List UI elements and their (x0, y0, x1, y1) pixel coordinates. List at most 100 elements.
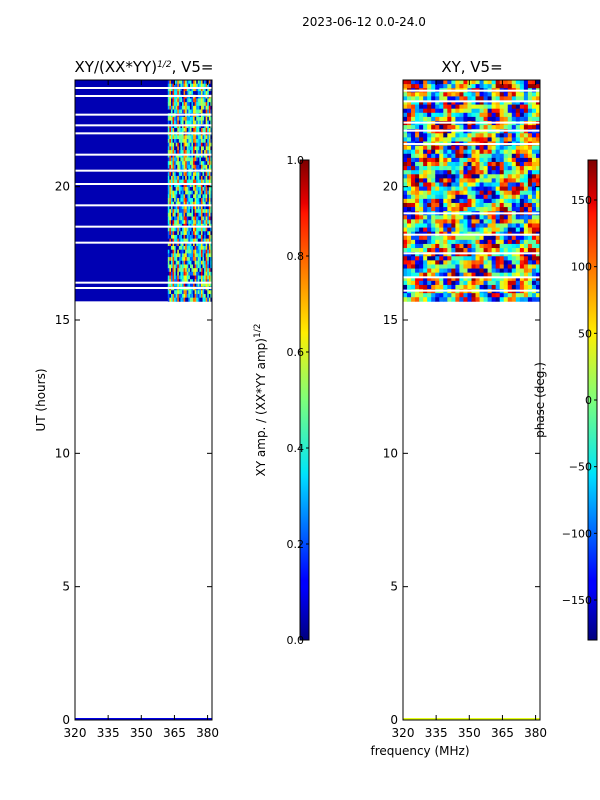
amplitude-heatmap-cell (175, 179, 178, 184)
amplitude-heatmap-cell (185, 164, 188, 169)
amplitude-heatmap-cell (169, 175, 172, 180)
amplitude-heatmap-cell (197, 260, 200, 265)
amplitude-heatmap-cell (172, 153, 175, 158)
amplitude-heatmap-cell (205, 227, 208, 232)
amplitude-heatmap-cell (207, 293, 210, 299)
phase-heatmap-cell (531, 235, 537, 241)
amplitude-heatmap-cell (180, 282, 183, 287)
amplitude-heatmap-cell (199, 264, 202, 269)
amplitude-heatmap-cell (177, 198, 180, 203)
phase-heatmap-cell (463, 202, 468, 208)
phase-heatmap-cell (515, 280, 521, 286)
phase-heatmap-cell (531, 190, 537, 196)
phase-heatmap-cell (407, 215, 412, 220)
amplitude-heatmap-cell (204, 297, 207, 302)
phase-heatmap-cell (535, 280, 541, 286)
phase-heatmap-cell (463, 198, 468, 204)
phase-heatmap-cell (523, 194, 529, 200)
amplitude-heatmap-cell (188, 198, 191, 203)
amplitude-heatmap-cell (177, 268, 180, 273)
amplitude-heatmap-cell (196, 264, 199, 269)
amplitude-heatmap-cell (197, 209, 200, 214)
phase-heatmap-cell (459, 297, 464, 302)
phase-heatmap-cell (503, 157, 509, 163)
amplitude-heatmap-cell (191, 153, 194, 158)
phase-heatmap-cell (475, 104, 480, 110)
phase-heatmap-cell (443, 207, 448, 212)
phase-heatmap-cell (519, 194, 525, 200)
amplitude-heatmap-cell (180, 142, 183, 147)
amplitude-heatmap-cell (174, 297, 177, 302)
phase-heatmap-cell (523, 182, 529, 187)
phase-heatmap-cell (499, 149, 505, 155)
amplitude-heatmap-cell (174, 253, 177, 258)
amplitude-heatmap-cell (180, 91, 183, 96)
phase-heatmap-cell (479, 276, 484, 282)
amplitude-heatmap-cell (197, 257, 200, 262)
phase-heatmap-cell (455, 157, 460, 163)
phase-heatmap-cell (535, 272, 541, 278)
phase-heatmap-cell (451, 268, 456, 274)
amplitude-heatmap-cell (204, 216, 207, 221)
amplitude-heatmap-cell (178, 246, 181, 251)
amplitude-heatmap-cell (167, 146, 170, 151)
phase-heatmap-cell (495, 149, 501, 155)
phase-heatmap-cell (419, 116, 424, 122)
amplitude-heatmap-cell (200, 102, 203, 107)
amplitude-heatmap-cell (170, 260, 173, 265)
phase-heatmap-cell (535, 207, 541, 212)
amplitude-heatmap-cell (178, 153, 181, 158)
phase-heatmap-cell (459, 96, 464, 101)
phase-panel-title: XY, V5= (441, 58, 502, 76)
phase-heatmap-cell (415, 235, 420, 241)
phase-heatmap-cell (499, 227, 505, 233)
phase-heatmap-cell (519, 100, 525, 105)
phase-heatmap-cell (407, 116, 412, 122)
amplitude-heatmap-cell (193, 91, 196, 96)
amplitude-heatmap-cell (194, 161, 197, 166)
amplitude-heatmap-cell (183, 201, 186, 206)
phase-heatmap-cell (487, 112, 493, 118)
phase-bottom-strip (403, 718, 540, 720)
phase-heatmap-cell (443, 178, 448, 183)
phase-heatmap-cell (503, 194, 509, 200)
phase-heatmap-cell (503, 248, 509, 253)
amplitude-heatmap-cell (204, 231, 207, 236)
amplitude-heatmap-cell (185, 249, 188, 254)
phase-heatmap-cell (419, 108, 424, 114)
phase-heatmap-cell (407, 104, 412, 110)
phase-heatmap-cell (427, 243, 432, 249)
phase-heatmap-cell (459, 272, 464, 278)
amplitude-heatmap-cell (169, 120, 172, 125)
amplitude-heatmap-cell (188, 227, 191, 232)
amplitude-heatmap-cell (167, 253, 170, 258)
amplitude-heatmap-cell (196, 282, 199, 287)
amplitude-heatmap-cell (189, 227, 192, 232)
amplitude-heatmap-cell (177, 105, 180, 110)
amplitude-heatmap-cell (177, 257, 180, 262)
amplitude-heatmap-cell (177, 164, 180, 169)
amplitude-heatmap-cell (175, 105, 178, 110)
phase-heatmap-cell (523, 174, 529, 179)
amplitude-heatmap-cell (193, 190, 196, 195)
phase-heatmap-cell (503, 215, 509, 220)
phase-heatmap-cell (519, 280, 525, 286)
amplitude-heatmap-cell (193, 109, 196, 114)
amplitude-heatmap-cell (193, 212, 196, 217)
amplitude-heatmap-cell (175, 150, 178, 155)
phase-heatmap-cell (427, 202, 432, 208)
amplitude-heatmap-cell (210, 150, 213, 155)
phase-heatmap-cell (483, 276, 489, 282)
phase-heatmap-cell (475, 100, 480, 105)
phase-heatmap-cell (423, 161, 428, 167)
amplitude-heatmap-cell (186, 80, 189, 85)
amplitude-heatmap-cell (208, 164, 211, 169)
amplitude-heatmap-cell (172, 175, 175, 180)
amplitude-heatmap-cell (188, 109, 191, 114)
phase-heatmap-cell (519, 133, 525, 138)
amplitude-heatmap-cell (188, 249, 191, 254)
phase-heatmap-cell (411, 194, 416, 200)
phase-heatmap-cell (407, 198, 412, 204)
phase-heatmap-cell (527, 166, 533, 171)
phase-heatmap-cell (431, 153, 436, 159)
